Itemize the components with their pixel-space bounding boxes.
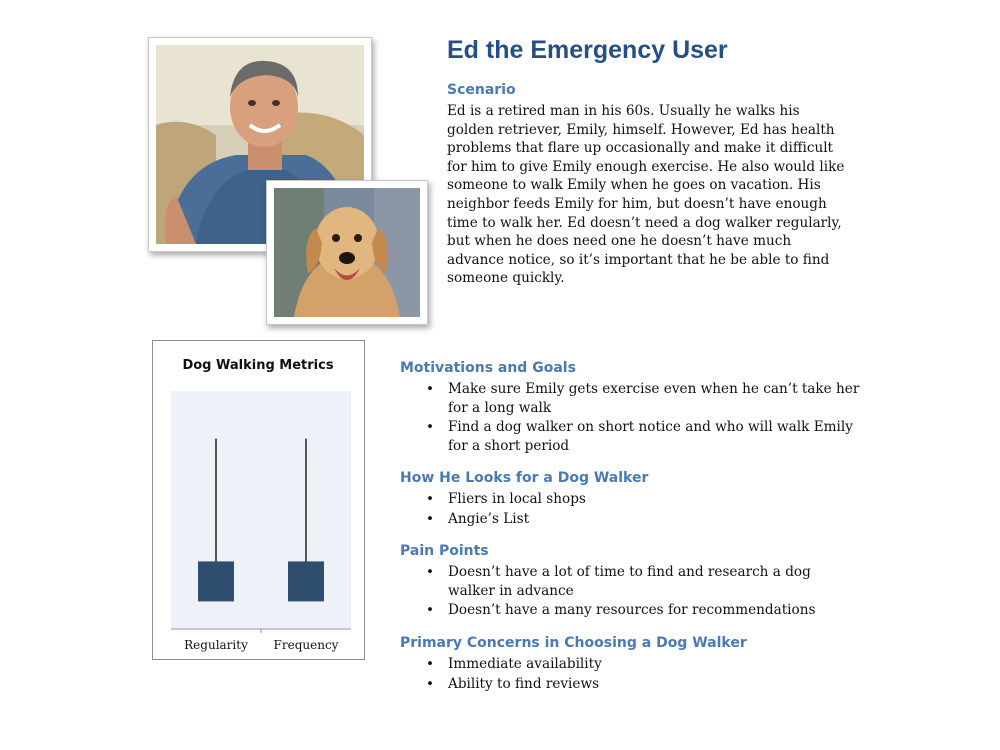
tick-label-frequency: Frequency — [274, 638, 339, 652]
pain-points-list: Doesn’t have a lot of time to find and r… — [400, 563, 860, 620]
list-item: Angie’s List — [426, 510, 860, 529]
motivations-section: Motivations and Goals Make sure Emily ge… — [400, 360, 860, 456]
man-portrait-image — [156, 45, 364, 244]
looks-heading: How He Looks for a Dog Walker — [400, 470, 649, 486]
dog-photo — [266, 180, 428, 325]
list-item: Doesn’t have a lot of time to find and r… — [426, 563, 860, 600]
list-item: Immediate availability — [426, 655, 860, 674]
list-item: Ability to find reviews — [426, 675, 860, 694]
dog-portrait-image — [274, 188, 420, 317]
list-item: Doesn’t have a many resources for recomm… — [426, 601, 860, 620]
motivations-list: Make sure Emily gets exercise even when … — [400, 380, 860, 455]
concerns-section: Primary Concerns in Choosing a Dog Walke… — [400, 635, 860, 694]
looks-section: How He Looks for a Dog Walker Fliers in … — [400, 470, 860, 529]
chart-title: Dog Walking Metrics — [182, 358, 333, 373]
dog-walking-metrics-chart: Dog Walking Metrics Regularity Frequency — [152, 340, 365, 660]
scenario-text: Ed is a retired man in his 60s. Usually … — [447, 103, 845, 287]
looks-list: Fliers in local shops Angie’s List — [400, 490, 860, 528]
list-item: Make sure Emily gets exercise even when … — [426, 380, 860, 417]
bar-frequency — [288, 561, 324, 602]
pain-points-heading: Pain Points — [400, 543, 489, 559]
concerns-list: Immediate availability Ability to find r… — [400, 655, 860, 693]
list-item: Find a dog walker on short notice and wh… — [426, 418, 860, 455]
man-photo — [148, 37, 372, 252]
tick-label-regularity: Regularity — [184, 638, 248, 652]
page-title: Ed the Emergency User — [447, 36, 728, 64]
concerns-heading: Primary Concerns in Choosing a Dog Walke… — [400, 635, 747, 651]
pain-points-section: Pain Points Doesn’t have a lot of time t… — [400, 543, 860, 621]
list-item: Fliers in local shops — [426, 490, 860, 509]
chart-canvas: Dog Walking Metrics Regularity Frequency — [171, 358, 351, 652]
motivations-heading: Motivations and Goals — [400, 360, 576, 376]
scenario-heading: Scenario — [447, 82, 516, 98]
bar-regularity — [198, 561, 234, 602]
